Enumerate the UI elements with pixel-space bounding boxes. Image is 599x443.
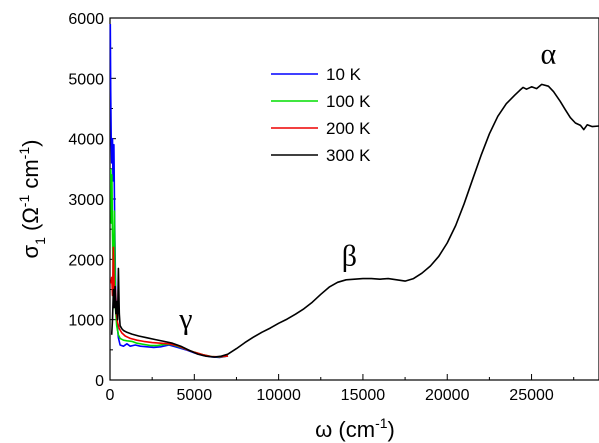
y-axis-title-close: )	[18, 140, 43, 147]
legend: 10 K 100 K 200 K 300 K	[271, 65, 371, 165]
y-axis-title: σ1 (Ω-1 cm-1)	[16, 140, 48, 259]
x-axis-title-close: )	[388, 417, 395, 442]
x-tick-label: 20000	[425, 387, 470, 404]
x-tick-label: 15000	[341, 387, 386, 404]
series-100-k	[110, 168, 229, 358]
x-axis-title-sup: -1	[375, 415, 388, 431]
y-tick-label: 1000	[68, 313, 104, 330]
x-tick-label: 10000	[256, 387, 301, 404]
y-axis-title-unit-ohm: (Ω	[18, 207, 43, 237]
y-tick-label: 0	[95, 373, 104, 390]
x-tick-label: 5000	[177, 387, 213, 404]
peak-label: γ	[178, 303, 192, 336]
y-axis-title-unit-cm: cm	[18, 159, 43, 194]
y-axis-title-sub: 1	[32, 237, 48, 245]
legend-label: 100 K	[326, 92, 371, 111]
series-300-k	[110, 83, 599, 358]
legend-label: 200 K	[326, 119, 371, 138]
peak-label: β	[342, 239, 357, 272]
x-axis-title: ω (cm-1)	[315, 415, 395, 442]
x-tick-label: 25000	[509, 387, 554, 404]
x-tick-label: 0	[106, 387, 115, 404]
series-10-k	[109, 23, 229, 359]
legend-label: 300 K	[326, 146, 371, 165]
y-tick-label: 5000	[68, 71, 104, 88]
y-tick-label: 2000	[68, 252, 104, 269]
x-axis-title-main: ω (cm	[315, 417, 375, 442]
y-tick-label: 4000	[68, 132, 104, 149]
y-axis-title-sup-1: -1	[16, 195, 32, 208]
y-tick-label: 6000	[68, 11, 104, 28]
annotations: α β γ	[178, 37, 556, 335]
y-axis-title-sup-2: -1	[16, 147, 32, 160]
peak-label: α	[541, 37, 557, 70]
y-tick-label: 3000	[68, 192, 104, 209]
series-layer	[109, 23, 599, 359]
y-axis-title-symbol: σ	[18, 244, 43, 258]
legend-label: 10 K	[326, 65, 362, 84]
axis-ticks: 0 5000 10000 15000 20000 25000 0 1000 2000 3000 40…	[68, 11, 575, 404]
